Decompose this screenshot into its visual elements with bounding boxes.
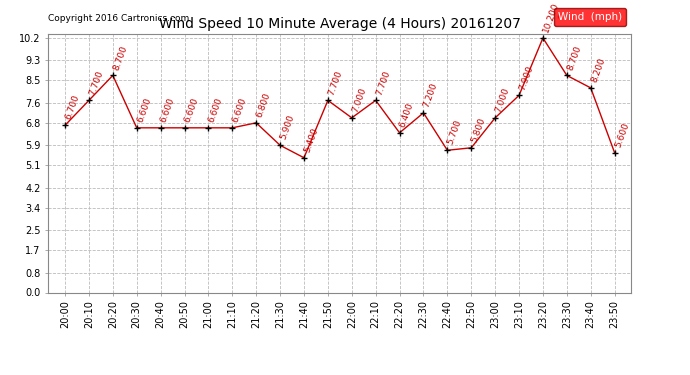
Text: 5.700: 5.700 [446, 119, 463, 146]
Text: 6.600: 6.600 [207, 96, 224, 124]
Text: 10.200: 10.200 [542, 1, 561, 34]
Text: 6.700: 6.700 [63, 94, 81, 121]
Text: 5.600: 5.600 [613, 121, 631, 148]
Text: 7.700: 7.700 [88, 69, 105, 96]
Title: Wind Speed 10 Minute Average (4 Hours) 20161207: Wind Speed 10 Minute Average (4 Hours) 2… [159, 17, 521, 31]
Text: 8.700: 8.700 [111, 44, 129, 71]
Text: 7.000: 7.000 [494, 86, 511, 114]
Text: 6.400: 6.400 [398, 101, 415, 129]
Text: 5.900: 5.900 [279, 114, 296, 141]
Text: 6.600: 6.600 [135, 96, 152, 124]
Text: 5.800: 5.800 [470, 116, 487, 144]
Text: 7.200: 7.200 [422, 81, 440, 109]
Text: 6.600: 6.600 [159, 96, 177, 124]
Text: 8.700: 8.700 [565, 44, 583, 71]
Text: 7.700: 7.700 [374, 69, 392, 96]
Text: 6.600: 6.600 [183, 96, 200, 124]
Text: Copyright 2016 Cartronics.com: Copyright 2016 Cartronics.com [48, 14, 190, 23]
Text: 7.700: 7.700 [326, 69, 344, 96]
Text: 5.400: 5.400 [303, 126, 320, 154]
Text: 7.900: 7.900 [518, 64, 535, 91]
Text: 8.200: 8.200 [589, 57, 607, 84]
Legend: Wind  (mph): Wind (mph) [553, 8, 626, 26]
Text: 6.800: 6.800 [255, 91, 272, 118]
Text: 7.000: 7.000 [351, 86, 368, 114]
Text: 6.600: 6.600 [231, 96, 248, 124]
